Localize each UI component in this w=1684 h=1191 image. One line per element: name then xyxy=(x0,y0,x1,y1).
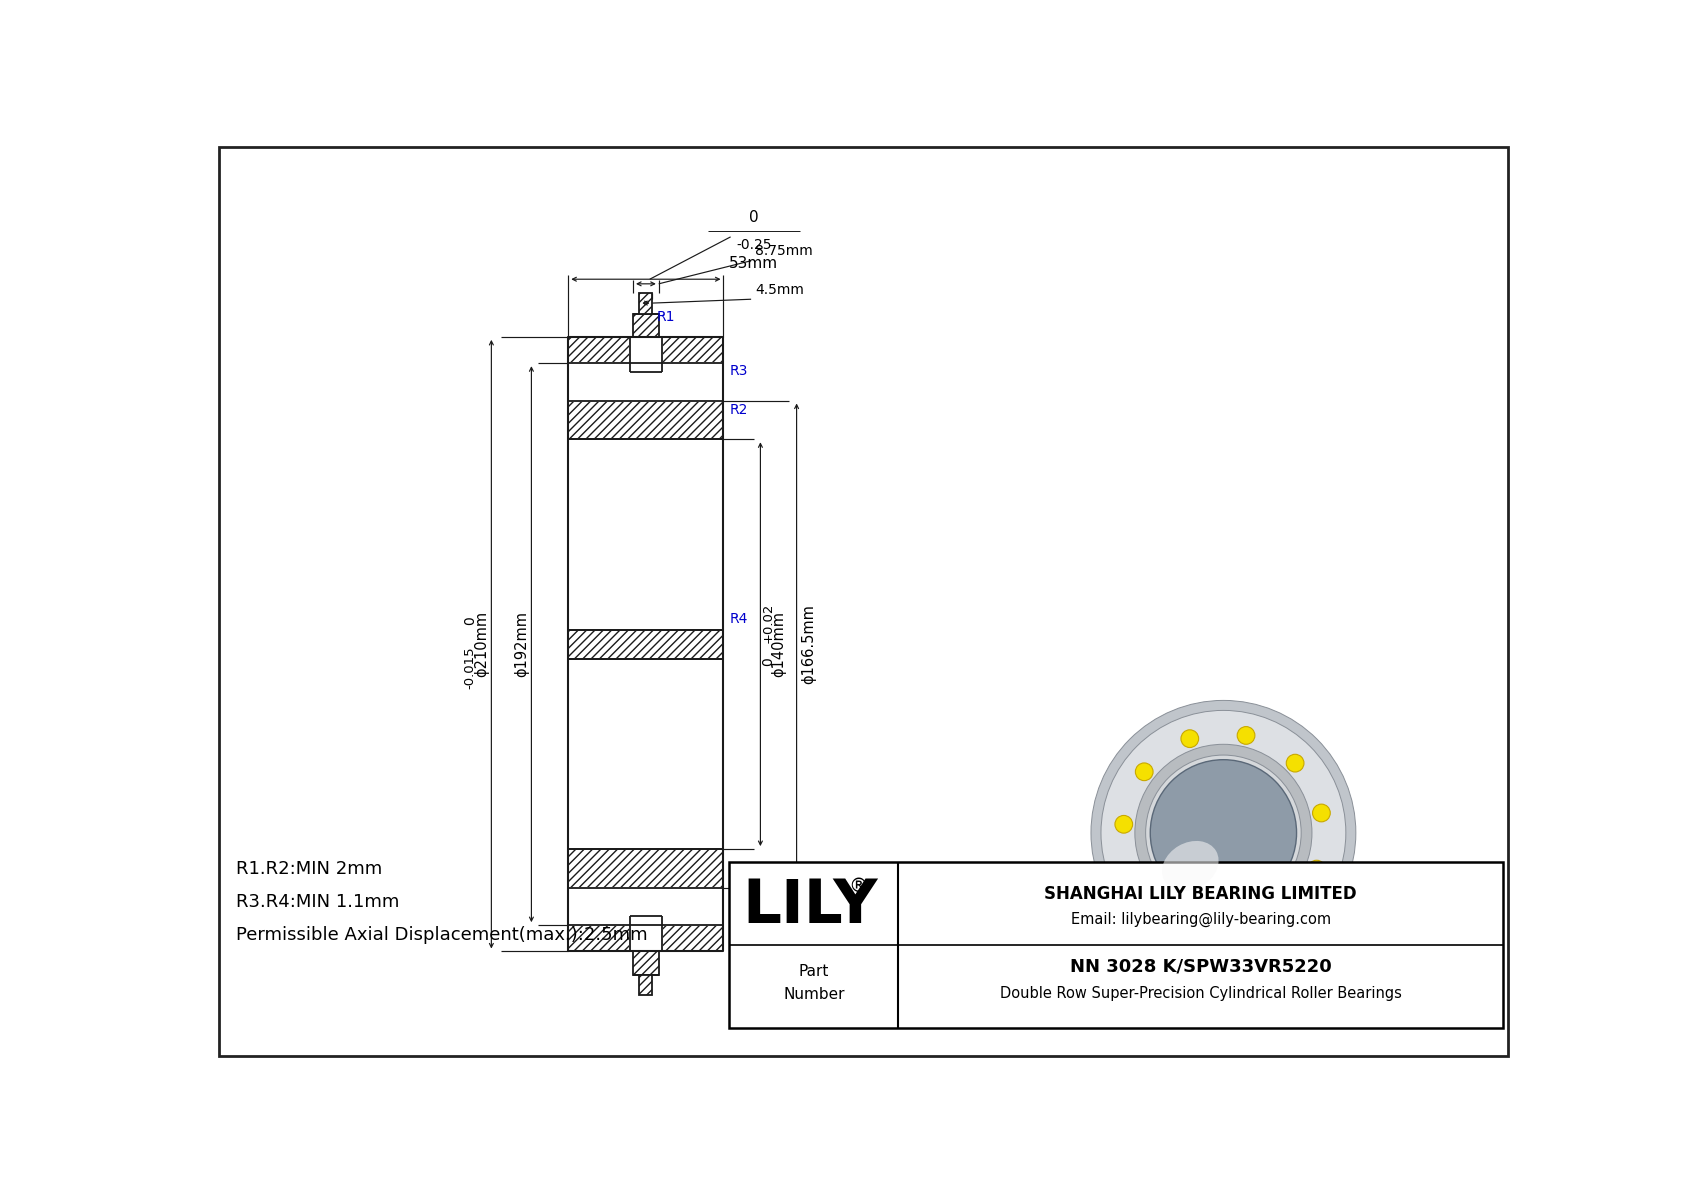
Text: 0: 0 xyxy=(761,656,775,666)
Circle shape xyxy=(1127,871,1143,888)
Text: 0: 0 xyxy=(463,617,477,625)
Text: -0.25: -0.25 xyxy=(736,237,771,251)
Text: Email: lilybearing@lily-bearing.com: Email: lilybearing@lily-bearing.com xyxy=(1071,911,1330,927)
Text: ɸ210mm: ɸ210mm xyxy=(475,611,490,678)
Text: 4.5mm: 4.5mm xyxy=(754,283,803,297)
Text: NN 3028 K/SPW33VR5220: NN 3028 K/SPW33VR5220 xyxy=(1069,958,1332,975)
Text: ®: ® xyxy=(849,878,869,897)
Circle shape xyxy=(1150,760,1297,906)
Circle shape xyxy=(1135,744,1312,922)
Text: ɸ192mm: ɸ192mm xyxy=(515,611,530,678)
Bar xyxy=(569,887,724,952)
Text: ɸ166.5mm: ɸ166.5mm xyxy=(802,604,817,684)
Text: ɸ140mm: ɸ140mm xyxy=(771,611,786,678)
Text: R4: R4 xyxy=(729,612,748,625)
Text: -0.015: -0.015 xyxy=(463,646,477,688)
Text: Double Row Super-Precision Cylindrical Roller Bearings: Double Row Super-Precision Cylindrical R… xyxy=(1000,986,1401,1002)
Circle shape xyxy=(1135,763,1154,780)
Text: R2: R2 xyxy=(729,403,748,417)
Text: R3: R3 xyxy=(729,364,748,378)
Text: R1.R2:MIN 2mm: R1.R2:MIN 2mm xyxy=(236,860,382,878)
Text: 53mm: 53mm xyxy=(729,256,778,272)
Text: 0: 0 xyxy=(749,210,758,225)
Bar xyxy=(633,313,658,337)
Bar xyxy=(630,336,662,372)
Circle shape xyxy=(1180,730,1199,748)
Bar xyxy=(569,629,722,660)
Bar xyxy=(569,630,724,659)
Circle shape xyxy=(1238,727,1255,744)
Circle shape xyxy=(1273,905,1292,923)
Text: LILY: LILY xyxy=(743,878,877,936)
Circle shape xyxy=(1101,710,1346,955)
Circle shape xyxy=(1312,804,1330,822)
Circle shape xyxy=(1115,816,1133,834)
Circle shape xyxy=(1091,700,1356,965)
Circle shape xyxy=(1145,755,1302,911)
Bar xyxy=(569,630,724,659)
Text: R1: R1 xyxy=(657,310,675,324)
Text: SHANGHAI LILY BEARING LIMITED: SHANGHAI LILY BEARING LIMITED xyxy=(1044,885,1357,904)
Bar xyxy=(569,849,724,925)
Circle shape xyxy=(1308,860,1325,878)
Bar xyxy=(640,293,652,313)
Text: Part
Number: Part Number xyxy=(783,964,844,1002)
Circle shape xyxy=(1221,924,1238,942)
Bar xyxy=(630,916,662,952)
Bar xyxy=(569,363,722,400)
Circle shape xyxy=(1165,911,1184,929)
Bar xyxy=(569,337,724,400)
Text: Permissible Axial Displacement(max.):2.5mm: Permissible Axial Displacement(max.):2.5… xyxy=(236,927,648,944)
Text: 8.75mm: 8.75mm xyxy=(754,244,813,258)
Text: +0.02: +0.02 xyxy=(761,603,775,643)
Bar xyxy=(640,974,652,996)
Text: R3.R4:MIN 1.1mm: R3.R4:MIN 1.1mm xyxy=(236,893,399,911)
Bar xyxy=(729,862,1502,1028)
Bar xyxy=(569,887,722,925)
Circle shape xyxy=(1287,754,1303,772)
Ellipse shape xyxy=(1162,841,1219,891)
Bar xyxy=(633,952,658,974)
Bar xyxy=(569,363,724,439)
